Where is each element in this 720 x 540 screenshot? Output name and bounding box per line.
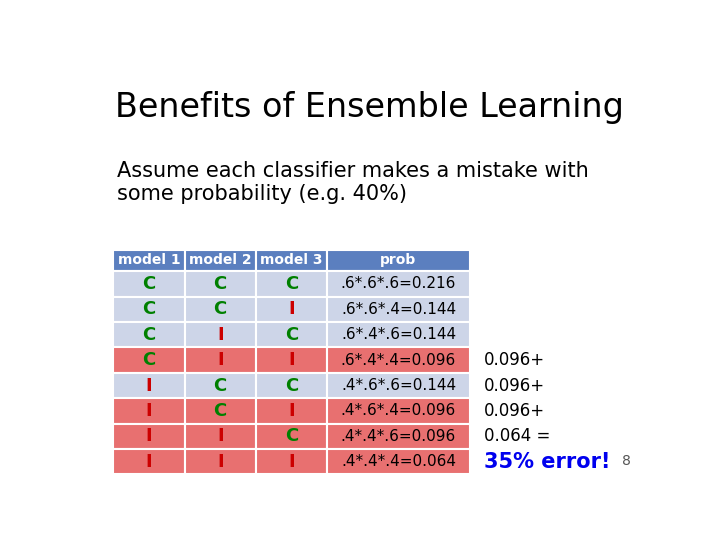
Text: 8: 8 [622, 454, 631, 468]
Text: .6*.6*.4=0.144: .6*.6*.4=0.144 [341, 302, 456, 317]
Bar [256, 398, 327, 423]
Text: I: I [288, 300, 294, 318]
Text: .4*.4*.4=0.064: .4*.4*.4=0.064 [341, 454, 456, 469]
Bar [256, 271, 327, 296]
Bar [113, 373, 184, 398]
Text: .4*.6*.4=0.096: .4*.6*.4=0.096 [341, 403, 456, 418]
Text: C: C [214, 376, 227, 395]
Text: .4*.6*.6=0.144: .4*.6*.6=0.144 [341, 378, 456, 393]
Bar [327, 347, 469, 373]
Bar [113, 322, 184, 347]
Bar [256, 249, 327, 271]
Text: model 2: model 2 [189, 253, 251, 267]
Text: C: C [143, 275, 156, 293]
Text: C: C [285, 427, 298, 446]
Bar [184, 373, 256, 398]
Text: 0.064 =: 0.064 = [484, 427, 550, 446]
Text: C: C [285, 326, 298, 343]
Bar [256, 347, 327, 373]
Bar [184, 449, 256, 475]
Text: I: I [145, 453, 152, 471]
Text: model 1: model 1 [117, 253, 180, 267]
Bar [113, 347, 184, 373]
Bar [256, 423, 327, 449]
Text: C: C [285, 376, 298, 395]
Text: I: I [288, 351, 294, 369]
Text: C: C [143, 351, 156, 369]
Text: 0.096+: 0.096+ [484, 402, 545, 420]
Bar [113, 271, 184, 296]
Text: C: C [214, 402, 227, 420]
Bar [256, 373, 327, 398]
Bar [256, 296, 327, 322]
Bar [113, 423, 184, 449]
Text: I: I [217, 351, 223, 369]
Text: .6*.4*.4=0.096: .6*.4*.4=0.096 [341, 353, 456, 368]
Bar [327, 373, 469, 398]
Text: 0.096+: 0.096+ [484, 376, 545, 395]
Text: Benefits of Ensemble Learning: Benefits of Ensemble Learning [114, 91, 624, 124]
Text: prob: prob [380, 253, 417, 267]
Text: model 3: model 3 [260, 253, 323, 267]
Bar [113, 249, 184, 271]
Bar [327, 322, 469, 347]
Bar [327, 423, 469, 449]
Bar [184, 398, 256, 423]
Text: C: C [285, 275, 298, 293]
Text: I: I [145, 427, 152, 446]
Bar [113, 296, 184, 322]
Bar [184, 347, 256, 373]
Bar [113, 398, 184, 423]
Bar [113, 449, 184, 475]
Text: I: I [217, 427, 223, 446]
Text: .6*.6*.6=0.216: .6*.6*.6=0.216 [341, 276, 456, 292]
Text: C: C [143, 326, 156, 343]
Text: C: C [214, 275, 227, 293]
Bar [184, 296, 256, 322]
Text: 0.096+: 0.096+ [484, 351, 545, 369]
Text: I: I [288, 453, 294, 471]
Text: C: C [143, 300, 156, 318]
Text: I: I [145, 376, 152, 395]
Bar [327, 249, 469, 271]
Text: some probability (e.g. 40%): some probability (e.g. 40%) [117, 184, 407, 204]
Bar [184, 271, 256, 296]
Text: I: I [217, 326, 223, 343]
Bar [184, 249, 256, 271]
Bar [327, 271, 469, 296]
Bar [256, 322, 327, 347]
Bar [256, 449, 327, 475]
Bar [327, 296, 469, 322]
Text: .4*.4*.6=0.096: .4*.4*.6=0.096 [341, 429, 456, 444]
Text: C: C [214, 300, 227, 318]
Bar [184, 423, 256, 449]
Text: I: I [217, 453, 223, 471]
Text: Assume each classifier makes a mistake with: Assume each classifier makes a mistake w… [117, 161, 589, 181]
Bar [327, 449, 469, 475]
Text: I: I [288, 402, 294, 420]
Bar [327, 398, 469, 423]
Bar [184, 322, 256, 347]
Text: 35% error!: 35% error! [484, 452, 610, 472]
Text: .6*.4*.6=0.144: .6*.4*.6=0.144 [341, 327, 456, 342]
Text: I: I [145, 402, 152, 420]
